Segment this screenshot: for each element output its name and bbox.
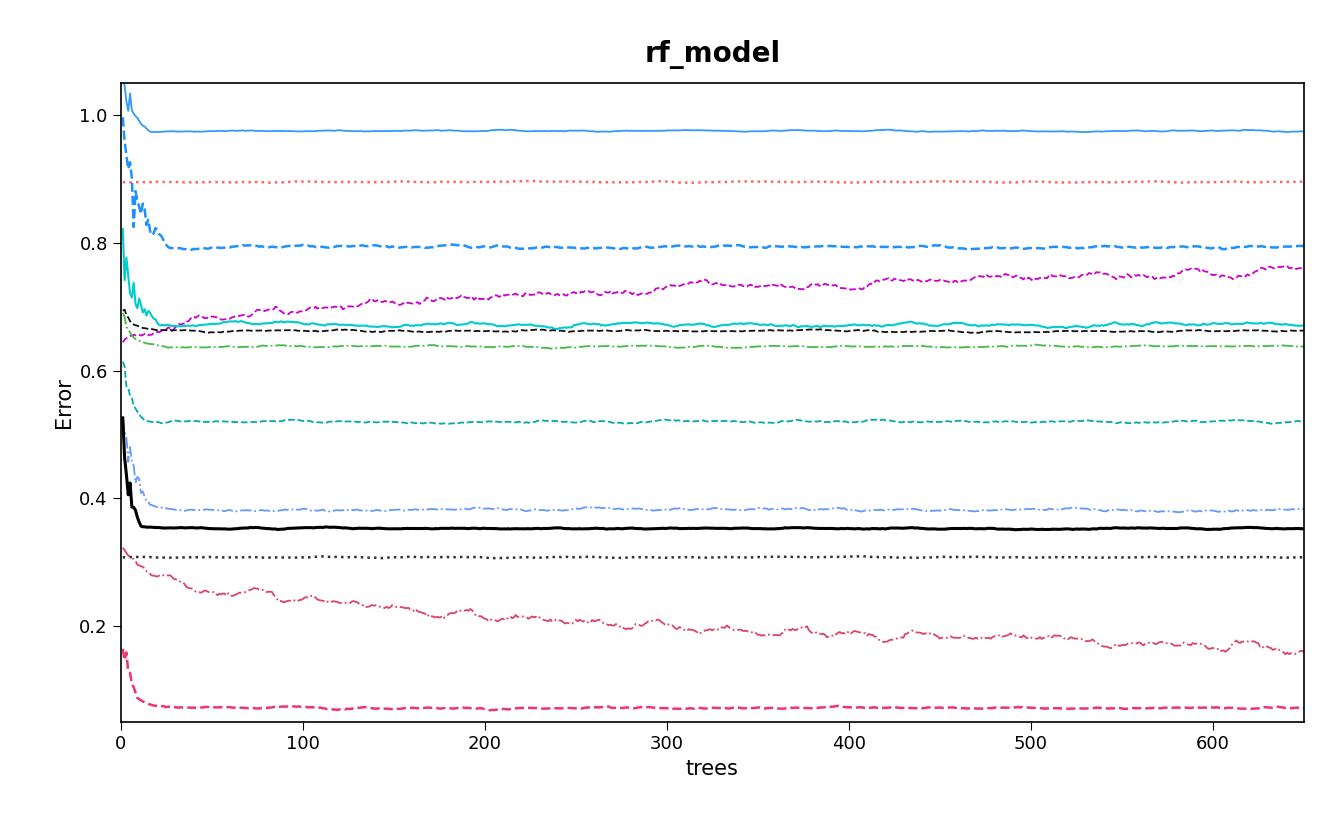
Title: rf_model: rf_model — [644, 40, 781, 69]
Y-axis label: Error: Error — [54, 377, 74, 428]
X-axis label: trees: trees — [685, 759, 739, 779]
